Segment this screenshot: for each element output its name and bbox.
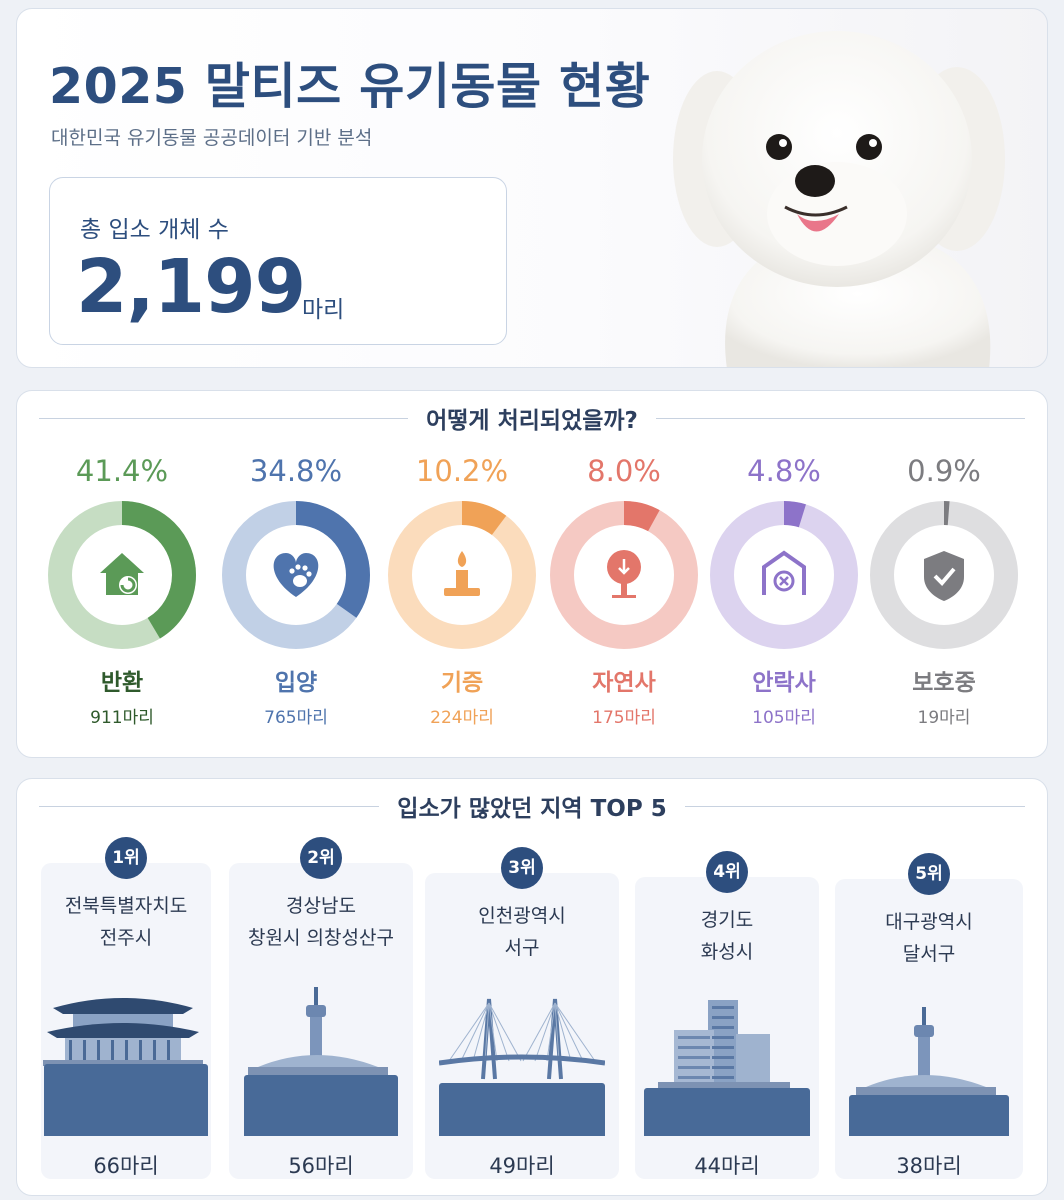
total-intake-card: 총 입소 개체 수 2,199 마리 [49, 177, 507, 345]
rank-badge: 5위 [908, 853, 950, 895]
outcome-count: 911마리 [90, 708, 154, 728]
outcome-name: 반환 [100, 670, 144, 696]
outcome-donut [48, 501, 196, 649]
region-count: 38마리 [896, 1154, 962, 1178]
outcome-item: 8.0% 자연사 175마리 [539, 451, 709, 728]
outcomes-heading: 어떻게 처리되었을까? [426, 408, 638, 434]
outcome-percent: 34.8% [249, 454, 343, 488]
region-bar [849, 1095, 1009, 1136]
total-intake-value: 2,199 [76, 244, 306, 330]
region-province: 인천광역시 [478, 905, 566, 927]
divider [39, 417, 409, 419]
page-title: 2025 말티즈 유기동물 현황 [49, 58, 651, 115]
shield-check-icon [924, 551, 964, 601]
outcome-name: 입양 [274, 670, 318, 696]
region-district: 화성시 [700, 941, 754, 963]
outcomes-panel: 어떻게 처리되었을까? 41.4% 반환 911마리 34.8% 입양 765마리 10.2… [16, 390, 1048, 758]
shelter-x-icon [762, 550, 806, 595]
outcome-name: 기증 [440, 670, 484, 696]
outcome-donut [870, 501, 1018, 649]
region-count: 49마리 [489, 1154, 555, 1178]
region-district: 전주시 [99, 927, 153, 949]
outcome-donut [550, 501, 698, 649]
donut-arc [222, 501, 370, 649]
outcome-donut [388, 501, 536, 649]
outcome-percent: 10.2% [415, 454, 509, 488]
outcome-percent: 41.4% [75, 454, 169, 488]
region-bar [44, 1064, 208, 1136]
total-intake-label: 총 입소 개체 수 [80, 217, 229, 243]
region-district: 창원시 의창성산구 [248, 927, 394, 949]
region-bar [644, 1088, 810, 1136]
region-count: 44마리 [694, 1154, 760, 1178]
outcome-name: 자연사 [592, 670, 656, 696]
donut-arc [48, 501, 196, 649]
region-count: 66마리 [93, 1154, 159, 1178]
total-intake-unit: 마리 [302, 297, 345, 323]
tower-icon [856, 1007, 996, 1095]
outcome-count: 105마리 [752, 708, 816, 728]
region-district: 달서구 [902, 943, 956, 965]
hanok-gate-icon [43, 998, 203, 1066]
regions-heading-row: 입소가 많았던 지역 TOP 5 [17, 789, 1047, 823]
buildings-icon [658, 1000, 790, 1088]
outcome-count: 765마리 [264, 708, 328, 728]
donut-arc [388, 501, 536, 649]
region-bar [439, 1083, 605, 1136]
outcomes-heading-row: 어떻게 처리되었을까? [17, 401, 1047, 435]
outcome-item: 0.9% 보호중 19마리 [859, 451, 1029, 728]
region-district: 서구 [504, 937, 540, 959]
donut-arc [870, 501, 1018, 649]
region-province: 경상남도 [286, 895, 356, 917]
maltese-dog-illustration [673, 31, 1005, 367]
header-panel: 2025 말티즈 유기동물 현황 대한민국 유기동물 공공데이터 기반 분석 총… [16, 8, 1048, 368]
outcome-count: 19마리 [917, 708, 971, 728]
region-province: 대구광역시 [885, 911, 973, 933]
regions-heading: 입소가 많았던 지역 TOP 5 [397, 796, 667, 822]
page-subtitle: 대한민국 유기동물 공공데이터 기반 분석 [51, 127, 373, 149]
outcome-percent: 0.9% [907, 454, 981, 488]
region-province: 전북특별자치도 [64, 895, 188, 917]
outcome-percent: 4.8% [747, 454, 821, 488]
outcome-item: 4.8% 안락사 105마리 [699, 451, 869, 728]
outcome-count: 224마리 [430, 708, 494, 728]
region-bar [244, 1075, 398, 1136]
outcome-donut [222, 501, 370, 649]
rank-badge: 1위 [105, 837, 147, 879]
outcome-item: 10.2% 기증 224마리 [377, 451, 547, 728]
house-return-icon [100, 553, 144, 595]
outcome-name: 안락사 [752, 670, 816, 696]
donut-arc [550, 501, 698, 649]
outcome-count: 175마리 [592, 708, 656, 728]
divider [655, 417, 1026, 419]
donut-arc [710, 501, 858, 649]
heart-paw-icon [273, 553, 319, 597]
donut-track [710, 501, 858, 649]
rank-badge: 2위 [300, 837, 342, 879]
divider [39, 805, 380, 807]
outcome-percent: 8.0% [587, 454, 661, 488]
rank-badge: 3위 [501, 847, 543, 889]
rank-badge: 4위 [706, 851, 748, 893]
outcome-donut [710, 501, 858, 649]
tower-icon [248, 987, 388, 1075]
region-count: 56마리 [288, 1154, 354, 1178]
tree-icon [607, 550, 641, 598]
outcome-item: 34.8% 입양 765마리 [211, 451, 381, 728]
outcome-name: 보호중 [912, 670, 976, 696]
outcome-item: 41.4% 반환 911마리 [37, 451, 207, 728]
bridge-icon [439, 998, 605, 1080]
divider [684, 805, 1026, 807]
region-province: 경기도 [700, 909, 754, 931]
candle-icon [444, 551, 480, 596]
